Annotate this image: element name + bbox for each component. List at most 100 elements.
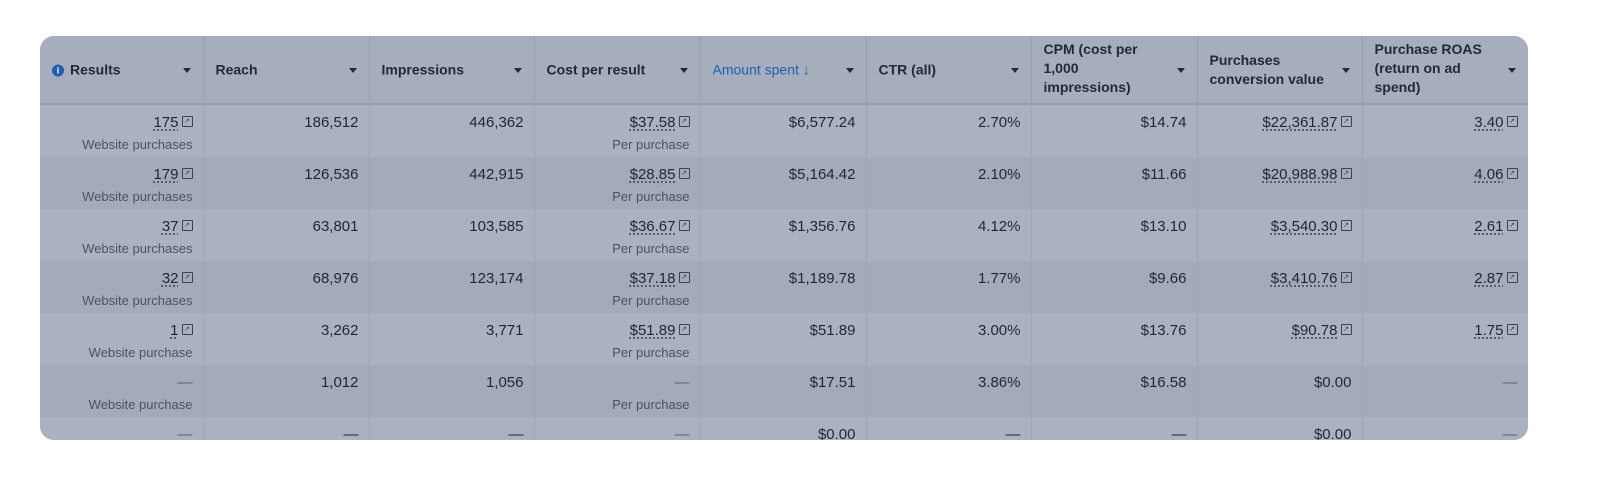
results-value[interactable]: 175 [153,114,179,131]
results-value[interactable]: 37 [161,218,179,235]
external-link-icon[interactable]: ↗ [1506,220,1518,231]
external-link-icon[interactable]: ↗ [1340,220,1352,231]
cell-cost-per-result: $51.89 ↗ Per purchase [534,313,701,365]
column-header-label: Purchase ROAS (return on ad spend) [1374,41,1482,95]
cell-cpm: $9.66 [1031,261,1198,313]
cpm-value: $9.66 [1148,270,1187,287]
external-link-icon[interactable]: ↗ [181,168,193,179]
cell-results: 1 ↗ Website purchase [40,313,204,365]
external-link-icon[interactable]: ↗ [1340,116,1352,127]
info-icon[interactable]: i [52,64,64,76]
cpm-value: — [1171,426,1187,440]
cost-per-result-value[interactable]: $51.89 [629,322,676,339]
cost-per-result-value[interactable]: $36.67 [629,218,676,235]
external-link-icon[interactable]: ↗ [678,220,690,231]
chevron-down-icon[interactable] [513,67,522,73]
purchase-roas-value[interactable]: 2.87 [1474,270,1504,287]
ads-report-table: i Results Reach Impressions Cost per resu… [40,36,1528,440]
cell-results: 179 ↗ Website purchases [40,157,204,209]
purchases-conversion-value[interactable]: $90.78 [1291,322,1338,339]
chevron-down-icon[interactable] [1341,67,1350,73]
external-link-icon[interactable]: ↗ [181,220,193,231]
external-link-icon[interactable]: ↗ [1506,168,1518,179]
chevron-down-icon[interactable] [1176,67,1185,73]
results-value[interactable]: — [177,374,193,391]
results-value[interactable]: 1 [170,322,179,339]
cost-per-result-value[interactable]: $37.18 [629,270,676,287]
external-link-icon[interactable]: ↗ [678,168,690,179]
column-header-ctr[interactable]: CTR (all) [866,36,1032,105]
cell-impressions: 1,056 [369,365,535,417]
cell-purchase-roas: 2.87 ↗ [1362,261,1528,313]
external-link-icon[interactable]: ↗ [678,324,690,335]
cell-ctr: 3.86% [866,365,1032,417]
column-header-results[interactable]: i Results [40,36,204,105]
external-link-icon[interactable]: ↗ [1506,116,1518,127]
external-link-icon[interactable]: ↗ [1506,324,1518,335]
chevron-down-icon[interactable] [1507,67,1516,73]
column-header-reach[interactable]: Reach [203,36,370,105]
purchases-conversion-value[interactable]: $3,410.76 [1270,270,1338,287]
cell-purchase-roas: 4.06 ↗ [1362,157,1528,209]
purchases-conversion-value[interactable]: $0.00 [1313,374,1352,391]
cell-amount-spent: $1,189.78 [700,261,867,313]
cost-per-result-sub-label: Per purchase [612,241,690,256]
external-link-icon[interactable]: ↗ [1340,168,1352,179]
purchase-roas-value[interactable]: 4.06 [1474,166,1504,183]
table-row: 1 ↗ Website purchase 3,262 3,771 $51.89 ↗ Per p… [40,313,1528,365]
external-link-icon[interactable]: ↗ [181,324,193,335]
cost-per-result-sub-label: Per purchase [612,293,690,308]
table-row: — Website purchase 1,012 1,056 — Per purchase… [40,365,1528,417]
external-link-icon[interactable]: ↗ [678,272,690,283]
cell-cost-per-result: $28.85 ↗ Per purchase [534,157,701,209]
column-header-amount-spent[interactable]: Amount spent ↓ [700,36,867,105]
ctr-value: 3.86% [977,374,1021,391]
cell-impressions: 3,771 [369,313,535,365]
column-header-purchase-roas[interactable]: Purchase ROAS (return on ad spend) [1362,36,1528,105]
cost-per-result-value[interactable]: $37.58 [629,114,676,131]
chevron-down-icon[interactable] [845,67,854,73]
external-link-icon[interactable]: ↗ [1340,272,1352,283]
cost-per-result-sub-label: Per purchase [612,397,690,412]
purchase-roas-value[interactable]: 2.61 [1474,218,1504,235]
purchases-conversion-value[interactable]: $20,988.98 [1262,166,1338,183]
cell-amount-spent: $6,577.24 [700,104,867,157]
cost-per-result-value[interactable]: — [674,426,690,440]
cost-per-result-value[interactable]: — [674,374,690,391]
cpm-value: $13.76 [1140,322,1187,339]
purchase-roas-value[interactable]: — [1502,426,1518,440]
cost-per-result-sub-label: Per purchase [612,189,690,204]
external-link-icon[interactable]: ↗ [1340,324,1352,335]
column-header-cost-per-result[interactable]: Cost per result [534,36,701,105]
cell-impressions: 103,585 [369,209,535,261]
cell-impressions: 446,362 [369,104,535,157]
results-sub-label: Website purchase [88,397,193,412]
reach-value: — [343,426,359,440]
purchases-conversion-value[interactable]: $3,540.30 [1270,218,1338,235]
results-value[interactable]: 32 [161,270,179,287]
cost-per-result-sub-label: Per purchase [612,137,690,152]
cpm-value: $11.66 [1141,166,1187,183]
cell-reach: — [203,417,370,440]
cost-per-result-value[interactable]: $28.85 [629,166,676,183]
purchase-roas-value[interactable]: 1.75 [1474,322,1504,339]
chevron-down-icon[interactable] [679,67,688,73]
chevron-down-icon[interactable] [1010,67,1019,73]
column-header-cpm[interactable]: CPM (cost per 1,000 impressions) [1031,36,1198,105]
purchase-roas-value[interactable]: — [1502,374,1518,391]
external-link-icon[interactable]: ↗ [678,116,690,127]
purchases-conversion-value[interactable]: $22,361.87 [1262,114,1338,131]
purchases-conversion-value[interactable]: $0.00 [1313,426,1352,440]
results-value[interactable]: — [177,426,193,440]
cell-impressions: 123,174 [369,261,535,313]
cell-purchases-conversion-value: $3,410.76 ↗ [1197,261,1363,313]
purchase-roas-value[interactable]: 3.40 [1474,114,1504,131]
external-link-icon[interactable]: ↗ [1506,272,1518,283]
external-link-icon[interactable]: ↗ [181,272,193,283]
column-header-purchases-conversion-value[interactable]: Purchases conversion value [1197,36,1363,105]
chevron-down-icon[interactable] [182,67,191,73]
chevron-down-icon[interactable] [348,67,357,73]
column-header-impressions[interactable]: Impressions [369,36,535,105]
results-value[interactable]: 179 [153,166,179,183]
external-link-icon[interactable]: ↗ [181,116,193,127]
